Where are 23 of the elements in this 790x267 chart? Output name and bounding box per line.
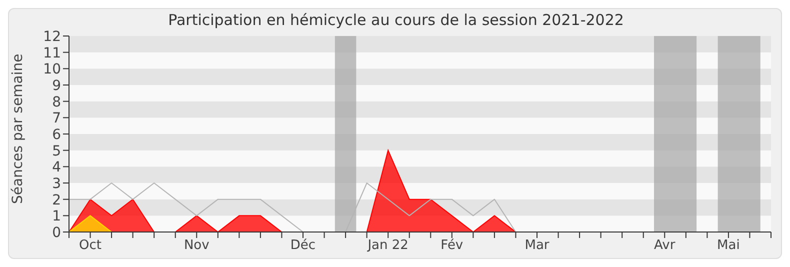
x-tick-label: Fév bbox=[440, 238, 464, 254]
y-tick-label: 1 bbox=[52, 208, 61, 225]
y-axis-title: Séances par semaine bbox=[10, 54, 26, 204]
y-tick-label: 5 bbox=[52, 143, 61, 160]
y-tick-label: 11 bbox=[43, 45, 61, 62]
y-tick-label: 6 bbox=[52, 126, 62, 143]
x-tick-label: Déc bbox=[290, 238, 316, 254]
x-tick-label: Mar bbox=[524, 238, 550, 254]
y-tick-label: 3 bbox=[52, 176, 61, 192]
y-tick-label: 10 bbox=[43, 62, 61, 78]
y-tick-label: 9 bbox=[52, 78, 61, 94]
chart-title: Participation en hémicycle au cours de la session 2021-2022 bbox=[167, 11, 625, 29]
y-tick-label: 2 bbox=[52, 192, 61, 208]
x-tick-label: Jan 22 bbox=[366, 238, 408, 254]
y-tick-label: 0 bbox=[52, 224, 61, 241]
x-tick-label: Oct bbox=[79, 238, 102, 254]
x-tick-label: Avr bbox=[654, 238, 676, 254]
y-tick-label: 4 bbox=[52, 160, 62, 176]
y-tick-label: 8 bbox=[52, 94, 61, 110]
y-tick-label: 7 bbox=[52, 110, 61, 127]
x-tick-label: Nov bbox=[184, 238, 210, 254]
x-tick-label: Mai bbox=[717, 238, 740, 254]
y-tick-label: 12 bbox=[43, 28, 61, 45]
